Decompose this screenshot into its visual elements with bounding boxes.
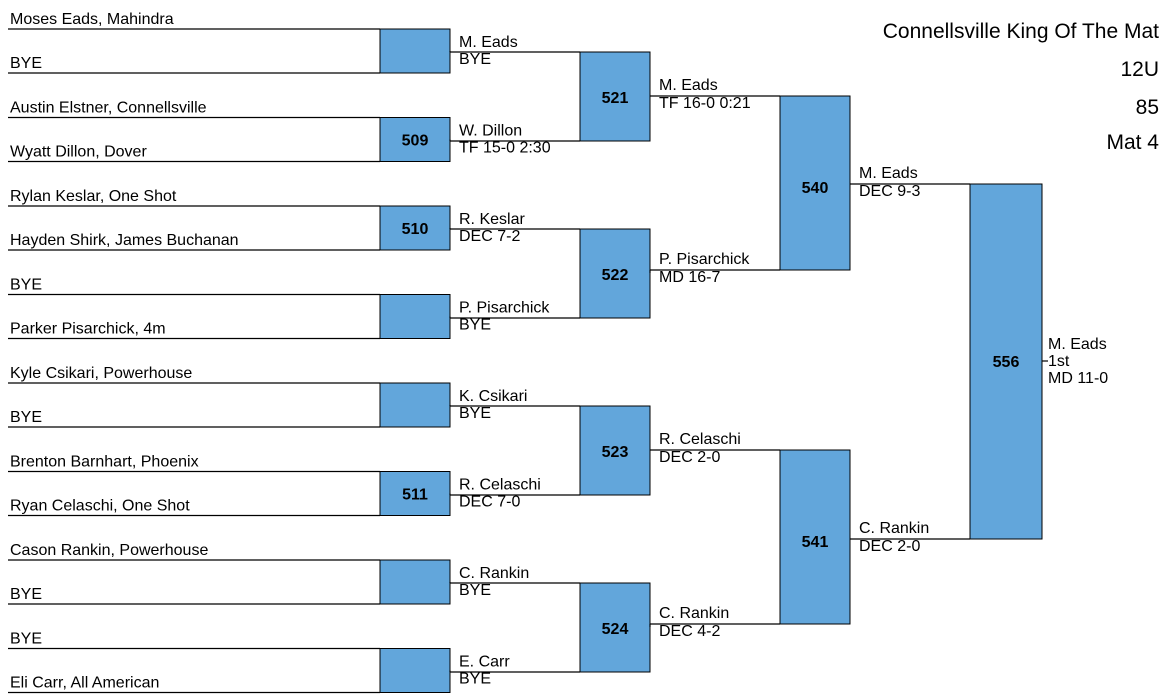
competitor-name: Hayden Shirk, James Buchanan: [10, 232, 239, 249]
bout-box: [379, 294, 451, 339]
match-result: MD 11-0: [1048, 370, 1108, 387]
advancing-wrestler: E. Carr: [459, 654, 510, 671]
bout-number: 524: [602, 621, 629, 638]
advancing-wrestler: M. Eads: [859, 165, 918, 182]
bout-box: [579, 405, 651, 496]
competitor-name: Kyle Csikari, Powerhouse: [10, 365, 192, 382]
competitor-name: Parker Pisarchick, 4m: [10, 321, 166, 338]
match-result: DEC 7-2: [459, 228, 520, 245]
advancing-wrestler: M. Eads: [459, 34, 518, 51]
advancing-wrestler: C. Rankin: [659, 605, 729, 622]
competitor-name: Wyatt Dillon, Dover: [10, 144, 147, 161]
advancing-wrestler: P. Pisarchick: [459, 300, 550, 317]
competitor-name: Moses Eads, Mahindra: [10, 11, 174, 28]
competitor-name: BYE: [10, 55, 42, 72]
competitor-name: Austin Elstner, Connellsville: [10, 100, 207, 117]
competitor-name: Ryan Celaschi, One Shot: [10, 498, 190, 515]
match-result: DEC 2-0: [859, 538, 920, 555]
advancing-wrestler: P. Pisarchick: [659, 251, 750, 268]
competitor-name: Eli Carr, All American: [10, 675, 159, 692]
bout-box: [379, 648, 451, 693]
match-result: TF 16-0 0:21: [659, 95, 751, 112]
match-result: BYE: [459, 582, 491, 599]
competitor-name: Cason Rankin, Powerhouse: [10, 542, 208, 559]
match-result: BYE: [459, 671, 491, 688]
match-result: MD 16-7: [659, 269, 720, 286]
bout-number: 509: [402, 133, 429, 150]
bout-number: 523: [602, 444, 629, 461]
bout-box: [579, 228, 651, 319]
advancing-wrestler: R. Celaschi: [459, 477, 541, 494]
advancing-wrestler: C. Rankin: [859, 520, 929, 537]
bout-number: 556: [993, 354, 1020, 371]
match-result: BYE: [459, 51, 491, 68]
advancing-wrestler: W. Dillon: [459, 123, 522, 140]
final-bout-box: [969, 183, 1043, 540]
bout-box: [379, 559, 451, 605]
bout-number: 511: [402, 487, 428, 504]
match-result: DEC 4-2: [659, 623, 720, 640]
bout-box: [579, 51, 651, 142]
advancing-wrestler: R. Keslar: [459, 211, 525, 228]
bout-box: [379, 117, 451, 162]
bout-box: [379, 382, 451, 428]
bout-box: [579, 582, 651, 673]
match-result: TF 15-0 2:30: [459, 140, 551, 157]
advancing-wrestler: C. Rankin: [459, 565, 529, 582]
bout-box: [379, 471, 451, 516]
weight-class: 85: [1135, 96, 1159, 119]
bout-number: 522: [602, 267, 629, 284]
competitor-name: Brenton Barnhart, Phoenix: [10, 454, 199, 471]
match-result: DEC 2-0: [659, 449, 720, 466]
mat-number: Mat 4: [1106, 131, 1159, 154]
bout-number: 541: [802, 534, 829, 551]
bout-number: 540: [802, 180, 829, 197]
bout-number: 510: [402, 221, 429, 238]
bout-box: [779, 449, 851, 625]
bout-box: [379, 205, 451, 251]
match-result: BYE: [459, 317, 491, 334]
competitor-name: Rylan Keslar, One Shot: [10, 188, 177, 205]
advancing-wrestler: R. Celaschi: [659, 431, 741, 448]
competitor-name: BYE: [10, 631, 42, 648]
bout-box: [779, 95, 851, 271]
age-group: 12U: [1120, 58, 1159, 81]
champion-name: M. Eads: [1048, 336, 1107, 353]
event-title: Connellsville King Of The Mat: [882, 20, 1159, 43]
competitor-name: BYE: [10, 277, 42, 294]
advancing-wrestler: M. Eads: [659, 77, 718, 94]
bout-box: [379, 28, 451, 74]
match-result: DEC 9-3: [859, 183, 920, 200]
match-result: DEC 7-0: [459, 494, 520, 511]
match-result: BYE: [459, 405, 491, 422]
competitor-name: BYE: [10, 586, 42, 603]
bout-number: 521: [602, 90, 629, 107]
placement: 1st: [1048, 353, 1070, 370]
competitor-name: BYE: [10, 409, 42, 426]
advancing-wrestler: K. Csikari: [459, 388, 527, 405]
